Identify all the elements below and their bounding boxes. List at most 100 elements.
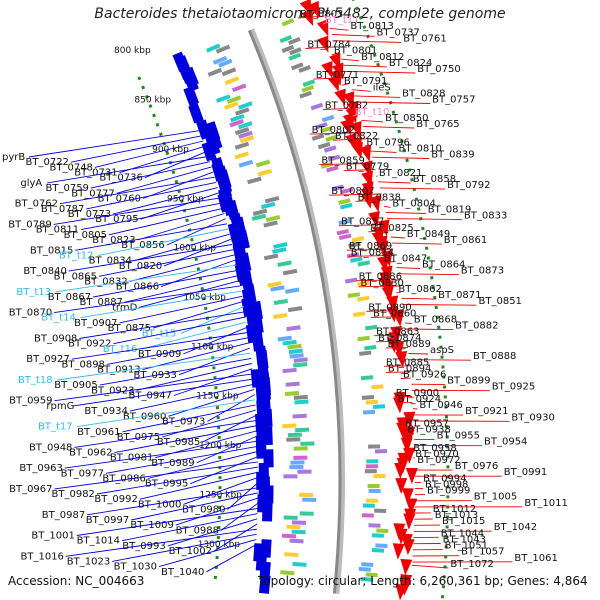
gene-label-forward: BT_0894: [388, 363, 431, 374]
leader-line-forward: [329, 27, 349, 31]
leader-line-reverse: [68, 244, 233, 272]
feature-tick: [294, 399, 309, 405]
gene-label-forward: BT_0814: [351, 247, 394, 258]
leader-line-reverse: [96, 466, 258, 495]
gene-label-reverse: BT_0898: [62, 359, 105, 370]
leader-line-reverse: [206, 544, 257, 573]
reverse-gene-arrow: [205, 135, 221, 156]
gene-label-reverse: BT_1014: [77, 536, 120, 547]
gene-label-forward: BT_0828: [402, 88, 445, 99]
reverse-gene-arrow: [188, 103, 204, 124]
gene-label-forward: BT_0991: [504, 467, 547, 478]
gene-label-reverse: BT_1023: [67, 556, 110, 567]
leader-line-forward: [401, 297, 437, 300]
gene-label-forward: BT_0888: [473, 351, 516, 362]
leader-line-forward: [348, 254, 395, 257]
leader-line-reverse: [74, 420, 257, 448]
feature-tick: [277, 335, 292, 342]
gene-label-reverse: BT_0934: [84, 406, 127, 417]
feature-tick: [264, 196, 280, 204]
feature-tick: [230, 113, 245, 123]
feature-tick: [234, 141, 250, 150]
gene-label-forward: BT_0926: [403, 370, 446, 381]
leader-line-forward: [361, 119, 384, 123]
feature-tick: [368, 523, 381, 528]
forward-gene-arrow: [392, 310, 405, 327]
feature-tick: [352, 311, 366, 318]
gene-label-forward: BT_0807: [331, 186, 374, 197]
leader-line-forward: [305, 46, 337, 49]
leader-line-forward: [385, 211, 426, 214]
feature-tick: [283, 474, 298, 479]
forward-gene-arrow: [403, 411, 416, 428]
feature-tick: [283, 515, 298, 520]
leader-line-forward: [329, 193, 382, 196]
feature-tick: [260, 201, 276, 210]
forward-gene-arrow: [307, 0, 320, 18]
feature-tick: [205, 43, 221, 53]
feature-tick: [282, 423, 297, 429]
gene-label-forward: BT_0803: [300, 9, 343, 20]
genome-title: Bacteroides thetaiotaomicron VPI-5482, c…: [94, 6, 506, 22]
gene-label-forward: BT_1013: [435, 510, 478, 521]
feature-tick: [272, 312, 288, 320]
feature-tick: [207, 67, 223, 77]
gene-label-reverse: BT_0908: [34, 334, 77, 345]
feature-tick: [293, 446, 308, 451]
gene-label-forward: BT_t11: [325, 15, 360, 26]
gene-label-forward: aspS: [430, 345, 454, 356]
forward-gene-arrow: [386, 305, 399, 323]
forward-gene-arrow: [395, 478, 408, 495]
gene-label-forward: BT_0886: [359, 272, 402, 283]
gene-label-forward: BT_0810: [399, 143, 442, 154]
gene-label-forward: BT_0847: [384, 253, 427, 264]
leader-line-forward: [384, 205, 391, 208]
gene-label-forward: BT_0850: [385, 113, 428, 124]
gene-label-reverse: BT_0992: [94, 494, 137, 505]
leader-line-forward: [379, 187, 446, 190]
gene-label-reverse: BT_0923: [91, 385, 134, 396]
feature-tick: [216, 94, 231, 103]
feature-tick: [273, 298, 289, 306]
gene-label-reverse: BT_0986: [102, 474, 145, 485]
leader-line-reverse: [116, 166, 212, 194]
forward-gene-arrow: [400, 558, 413, 576]
leader-line-reverse: [54, 285, 241, 314]
gene-label-reverse: BT_0985: [157, 437, 200, 448]
leader-line-forward: [351, 89, 371, 92]
leader-line-reverse: [71, 332, 248, 360]
gene-label-forward: BT_0824: [389, 58, 432, 69]
feature-tick: [298, 64, 311, 73]
feature-tick: [247, 176, 262, 185]
gene-label-forward: BT_0860: [373, 308, 416, 319]
feature-tick: [374, 508, 387, 513]
forward-gene-arrow: [393, 397, 406, 414]
gene-label-forward: BT_0838: [358, 192, 401, 203]
gene-label-reverse: BT_0834: [89, 256, 132, 267]
leader-line-reverse: [112, 187, 218, 215]
feature-tick: [361, 513, 374, 518]
feature-tick: [299, 90, 312, 99]
feature-tick: [272, 247, 287, 254]
gene-label-reverse: BT_0982: [52, 489, 95, 500]
gene-label-reverse: BT_0759: [46, 183, 89, 194]
backbone-arc: [247, 29, 342, 594]
feature-tick: [373, 474, 386, 479]
feature-tick: [212, 55, 228, 65]
gene-label-reverse: BT_0963: [19, 463, 62, 474]
feature-tick: [287, 306, 303, 313]
feature-tick: [231, 83, 247, 93]
leader-line-reverse: [190, 456, 258, 485]
gene-label-reverse: BT_0907: [74, 318, 117, 329]
gene-label-reverse: BT_0736: [99, 173, 142, 184]
gene-label-reverse: BT_t13: [16, 287, 51, 298]
forward-gene-arrow: [403, 513, 416, 530]
feature-tick: [218, 58, 233, 68]
gene-label-reverse: BT_0731: [74, 168, 117, 179]
kbp-scale-label: 900 kbp: [152, 145, 189, 155]
feature-tick: [270, 285, 285, 292]
gene-label-reverse: BT_0832: [84, 276, 127, 287]
leader-line-forward: [376, 340, 408, 343]
feature-tick: [289, 47, 302, 56]
leader-line-forward: [368, 230, 390, 233]
